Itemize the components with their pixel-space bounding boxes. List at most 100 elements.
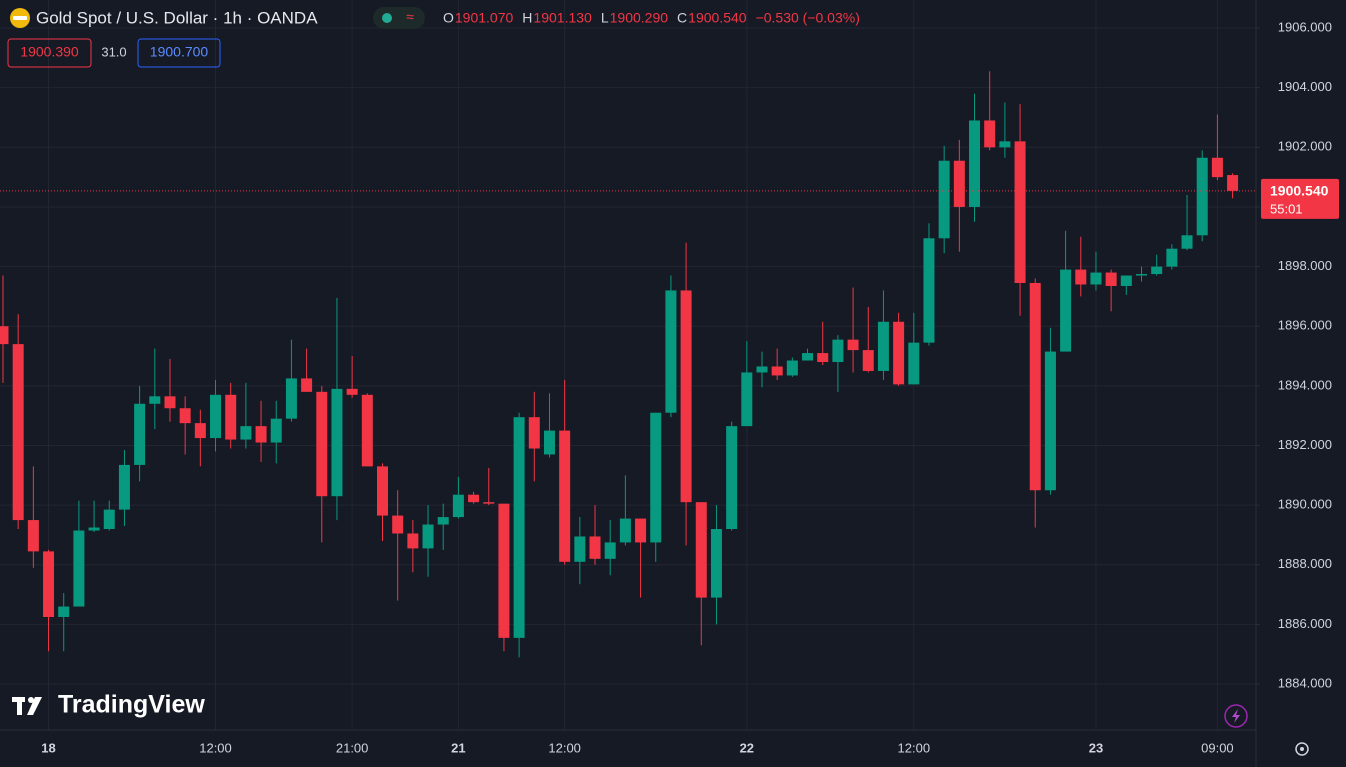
candle-body <box>969 120 981 207</box>
status-pill[interactable] <box>373 7 425 29</box>
y-tick-label: 1884.000 <box>1278 676 1332 691</box>
market-open-dot <box>382 13 392 23</box>
candle-body <box>1044 351 1056 491</box>
candle-body <box>210 394 222 439</box>
buy-price[interactable]: 1900.700 <box>150 44 209 60</box>
candle-body <box>437 517 449 525</box>
candle-body <box>1211 157 1223 178</box>
candle-body <box>589 536 601 559</box>
y-tick-label: 1898.000 <box>1278 258 1332 273</box>
ohlc-value: 1900.540 <box>688 10 747 26</box>
candle-body <box>771 366 783 376</box>
candle-body <box>574 536 586 562</box>
candle-body <box>118 464 130 510</box>
candle-body <box>786 360 798 376</box>
candle-body <box>12 344 24 521</box>
candle-body <box>984 120 996 148</box>
ohlc-key: O <box>443 10 454 26</box>
candle-body <box>27 520 39 552</box>
candle-body <box>1120 275 1132 286</box>
candle-body <box>331 388 343 497</box>
candle-body <box>741 372 753 427</box>
candle-body <box>164 396 176 409</box>
candle-body <box>938 160 950 239</box>
candle-body <box>695 502 707 598</box>
last-price-label: 1900.540 <box>1270 183 1329 199</box>
candle-body <box>179 408 191 424</box>
candle-body <box>726 426 738 530</box>
candle-body <box>452 494 464 518</box>
candle-body <box>650 412 662 543</box>
candle-body <box>270 418 282 443</box>
y-tick-label: 1904.000 <box>1278 79 1332 94</box>
candle-body <box>346 388 358 395</box>
candle-body <box>316 391 328 497</box>
ohlc-key: L <box>601 10 609 26</box>
x-tick-label: 09:00 <box>1201 740 1234 755</box>
candle-body <box>1014 141 1026 283</box>
candle-body <box>468 494 480 503</box>
candle-body <box>58 606 70 617</box>
candle-body <box>1060 269 1072 352</box>
x-tick-label: 12:00 <box>898 740 931 755</box>
candle-body <box>1181 235 1193 249</box>
ohlc-value: 1901.070 <box>455 10 514 26</box>
countdown: 55:01 <box>1270 201 1303 216</box>
candle-body <box>377 466 388 516</box>
candle-body <box>255 426 267 443</box>
candle-body <box>999 141 1011 148</box>
candle-body <box>1196 157 1208 236</box>
candle-body <box>635 518 647 543</box>
candle-body <box>149 396 161 404</box>
candle-body <box>1227 175 1239 191</box>
candle-body <box>756 366 768 373</box>
candle-body <box>134 403 146 465</box>
lightning-button[interactable] <box>1224 704 1248 728</box>
candle-body <box>43 551 55 617</box>
candle-body <box>1105 272 1117 286</box>
x-tick-label: 12:00 <box>199 740 232 755</box>
last-price-tag <box>1261 178 1339 219</box>
x-tick-label: 23 <box>1089 740 1103 755</box>
candle-body <box>862 350 874 371</box>
candle-body <box>1075 269 1087 285</box>
y-tick-label: 1886.000 <box>1278 616 1332 631</box>
candle-body <box>225 394 237 440</box>
sell-price[interactable]: 1900.390 <box>20 44 79 60</box>
sell-button[interactable] <box>7 38 92 68</box>
candle-body <box>832 339 844 363</box>
candle-body <box>619 518 631 543</box>
buy-button[interactable] <box>137 38 221 68</box>
settings-button[interactable] <box>1295 742 1309 756</box>
x-tick-label: 21:00 <box>336 740 369 755</box>
y-tick-label: 1892.000 <box>1278 437 1332 452</box>
y-tick-label: 1902.000 <box>1278 139 1332 154</box>
ohlc-legend: O 1901.070 H 1901.130 L 1900.290 C 1900.540 <box>443 10 747 26</box>
candle-body <box>953 160 965 207</box>
candle-body <box>407 533 419 549</box>
x-tick-label: 21 <box>451 740 465 755</box>
candle-body <box>908 342 920 385</box>
candle-body <box>893 321 905 385</box>
candle-body <box>877 321 889 371</box>
candle-body <box>665 290 677 413</box>
y-tick-label: 1888.000 <box>1278 556 1332 571</box>
candle-body <box>513 417 525 638</box>
y-tick-label: 1894.000 <box>1278 377 1332 392</box>
candle-body <box>680 290 692 503</box>
candle-body <box>802 353 814 361</box>
x-tick-label: 12:00 <box>548 740 581 755</box>
x-tick-label: 22 <box>740 740 754 755</box>
candle-body <box>498 503 510 638</box>
candle-body <box>392 515 404 534</box>
change: −0.530 (−0.03%) <box>756 10 860 26</box>
ohlc-key: H <box>522 10 532 26</box>
candle-body <box>1090 272 1102 285</box>
settings-icon <box>1300 747 1304 751</box>
x-tick-label: 18 <box>41 740 55 755</box>
candle-body <box>73 530 85 607</box>
ohlc-key: C <box>677 10 687 26</box>
candle-body <box>710 529 722 598</box>
